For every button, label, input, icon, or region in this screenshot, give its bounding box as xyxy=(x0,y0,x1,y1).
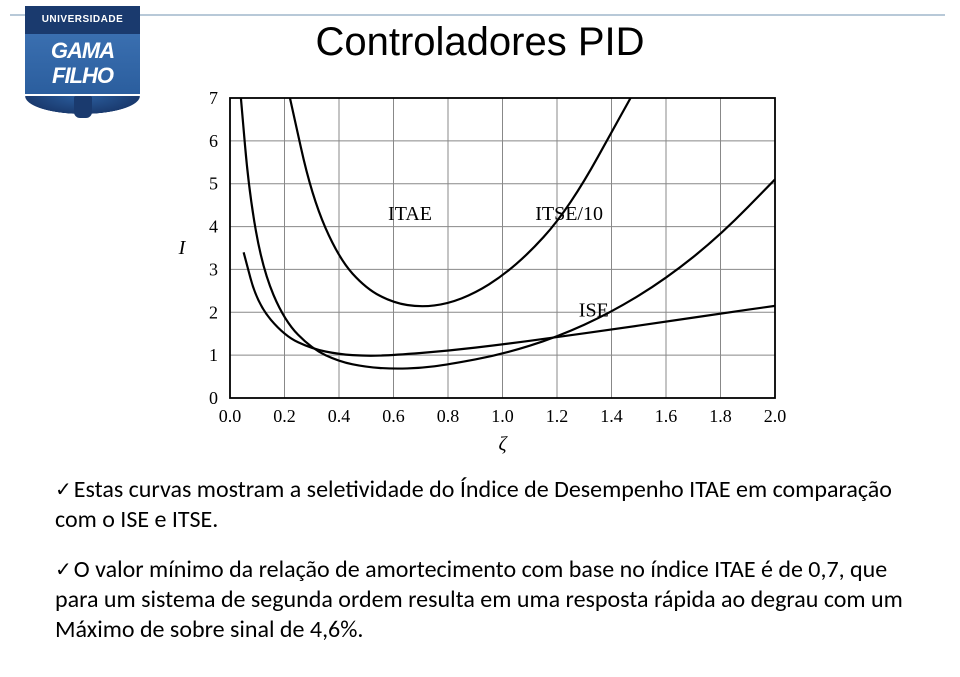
paragraph-1: ✓Estas curvas mostram a seletividade do … xyxy=(55,475,910,535)
svg-text:ζ: ζ xyxy=(498,433,508,455)
svg-text:0: 0 xyxy=(209,388,218,408)
logo-curve xyxy=(25,96,140,114)
svg-text:1.4: 1.4 xyxy=(600,406,623,426)
check-icon: ✓ xyxy=(55,558,72,582)
svg-text:1.0: 1.0 xyxy=(491,406,514,426)
paragraph-1-text: Estas curvas mostram a seletividade do Í… xyxy=(55,475,892,534)
svg-text:2.0: 2.0 xyxy=(764,406,787,426)
svg-text:0.0: 0.0 xyxy=(219,406,242,426)
page-title: Controladores PID xyxy=(0,20,960,65)
svg-text:0.6: 0.6 xyxy=(382,406,405,426)
svg-text:1.6: 1.6 xyxy=(655,406,678,426)
logo-filho-text: FILHO xyxy=(25,64,140,88)
svg-text:ITAE: ITAE xyxy=(388,203,432,225)
svg-text:1: 1 xyxy=(209,345,218,365)
logo-shield-icon xyxy=(74,96,92,118)
svg-text:7: 7 xyxy=(209,88,218,108)
svg-text:2: 2 xyxy=(209,302,218,322)
header-divider xyxy=(10,14,945,16)
svg-text:0.2: 0.2 xyxy=(273,406,296,426)
svg-text:6: 6 xyxy=(209,131,218,151)
svg-text:1.8: 1.8 xyxy=(709,406,732,426)
svg-text:5: 5 xyxy=(209,174,218,194)
svg-text:1.2: 1.2 xyxy=(546,406,569,426)
svg-text:4: 4 xyxy=(209,217,218,237)
paragraph-2-text: O valor mínimo da relação de amortecimen… xyxy=(55,555,903,644)
svg-text:ISE: ISE xyxy=(579,300,609,322)
paragraph-2: ✓O valor mínimo da relação de amortecime… xyxy=(55,555,910,645)
check-icon: ✓ xyxy=(55,478,72,502)
performance-index-chart: ISE ITAE ITSE/10 0.0 0.2 0.4 0.6 0.8 1.0 1.2 1.4 1.… xyxy=(155,88,805,458)
svg-text:3: 3 xyxy=(209,259,218,279)
svg-text:ITSE/10: ITSE/10 xyxy=(535,203,603,225)
svg-text:I: I xyxy=(178,237,187,259)
svg-text:0.4: 0.4 xyxy=(328,406,351,426)
svg-text:0.8: 0.8 xyxy=(437,406,460,426)
